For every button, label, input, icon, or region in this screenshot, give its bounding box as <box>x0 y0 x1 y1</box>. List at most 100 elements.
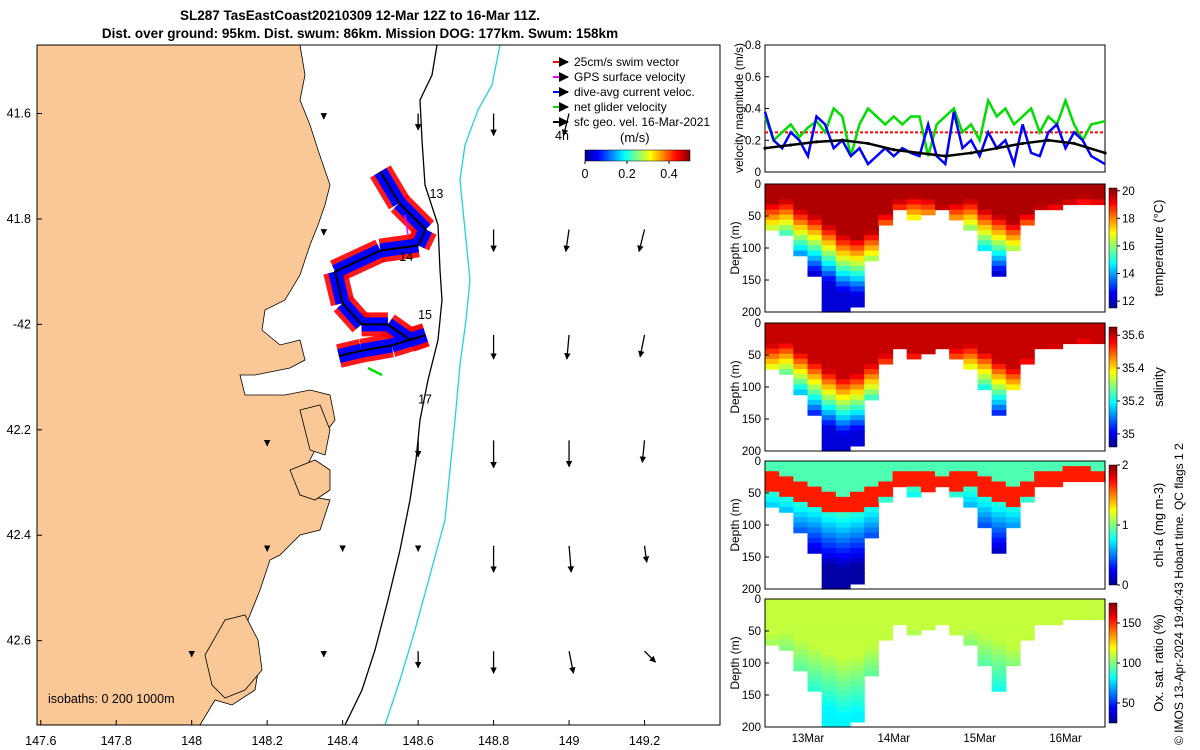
section-cell <box>807 230 823 236</box>
section-cell <box>864 235 879 241</box>
section-cell <box>878 209 894 216</box>
velocity-point <box>840 138 844 142</box>
section-cell <box>864 204 879 211</box>
section-cell <box>835 306 851 313</box>
map-x-axis: 147.6 147.8 148 148.2 148.4 148.6 148.8 149 149.… <box>25 720 660 748</box>
section-cell <box>920 599 936 605</box>
section-cell <box>807 486 823 493</box>
section-cell <box>1005 461 1021 467</box>
section-cell <box>920 348 936 355</box>
section-cell <box>892 599 908 605</box>
section-cell <box>977 358 993 365</box>
section-cell <box>878 219 894 226</box>
section-cell <box>835 563 851 570</box>
section-cell <box>977 501 993 508</box>
section-cell <box>793 230 809 236</box>
section-cell <box>864 496 879 503</box>
section-cell <box>963 619 979 626</box>
section-cell <box>821 415 837 421</box>
section-cell <box>821 578 837 585</box>
section-cell <box>1005 338 1021 345</box>
section-cell <box>807 194 823 200</box>
section-cell <box>878 629 894 636</box>
section-cell <box>963 496 979 503</box>
section-cell <box>850 655 865 662</box>
section-cell <box>821 476 837 483</box>
section-cell <box>835 260 851 267</box>
section-cell <box>878 323 894 329</box>
legend-label: net glider velocity <box>574 100 667 114</box>
section-cell <box>864 214 879 221</box>
section-cell <box>821 276 837 282</box>
section-cell <box>807 189 823 195</box>
section-cell <box>765 328 780 334</box>
section-cell <box>821 496 837 503</box>
section-cell <box>821 583 837 590</box>
section-cell <box>892 199 908 206</box>
section-cell <box>807 245 823 252</box>
section-cell <box>850 440 865 447</box>
section-cell <box>821 445 837 452</box>
section-cell <box>935 194 950 200</box>
section-cell <box>807 629 823 636</box>
map-y-tick-label: 42.4 <box>7 528 31 542</box>
section-ylabel: Depth (m) <box>728 360 742 413</box>
section-cell <box>850 415 865 421</box>
section-y-tick-label: 100 <box>742 658 761 670</box>
section-cell <box>779 328 794 334</box>
section-cell <box>821 527 837 534</box>
section-cell <box>878 619 894 626</box>
section-cell <box>793 466 809 472</box>
section-cell <box>1020 194 1035 200</box>
section-cell <box>1034 204 1049 211</box>
section-y-tick-label: 200 <box>742 446 761 458</box>
colorbar-tick-label: 0.4 <box>660 167 677 181</box>
section-cell <box>864 481 879 488</box>
section-cell <box>1048 338 1064 345</box>
section-cell <box>793 384 809 391</box>
section-cell <box>835 240 851 247</box>
section-cell <box>835 496 851 503</box>
section-cell <box>793 250 809 257</box>
section-cell <box>991 665 1007 672</box>
section-cell <box>807 619 823 626</box>
section-cell <box>1005 481 1021 488</box>
section-cell <box>991 634 1007 641</box>
section-cell <box>793 194 809 200</box>
section-cell <box>850 214 865 221</box>
section-cell <box>977 224 993 231</box>
section-cell <box>850 404 865 411</box>
section-cell <box>977 199 993 206</box>
section-cell <box>1090 194 1106 200</box>
section-cell <box>1076 609 1092 615</box>
section-cell <box>821 265 837 272</box>
section-cell <box>991 384 1007 391</box>
section-cell <box>991 235 1007 241</box>
section-cell <box>864 619 879 626</box>
legend-label: 25cm/s swim vector <box>574 55 679 69</box>
section-cell <box>920 486 936 493</box>
section-cell <box>835 501 851 508</box>
section-cell <box>1005 358 1021 365</box>
section-cell <box>963 199 979 206</box>
section-cell <box>864 466 879 472</box>
section-y-tick-label: 50 <box>748 350 761 362</box>
section-cell <box>1005 384 1021 391</box>
section-cell <box>835 255 851 262</box>
section-cell <box>835 645 851 651</box>
section-cell <box>1062 194 1078 200</box>
section-cell <box>1090 604 1106 610</box>
velocity-point <box>866 141 870 146</box>
section-cell <box>779 204 794 211</box>
section-cell <box>1005 374 1021 380</box>
section-cell <box>1048 343 1064 350</box>
section-cell <box>850 194 865 200</box>
section-cell <box>963 599 979 605</box>
section-cell <box>793 496 809 503</box>
section-cell <box>850 471 865 477</box>
section-cell <box>779 184 794 190</box>
section-cell <box>977 614 993 621</box>
section-cell <box>864 650 879 656</box>
section-cell <box>821 194 837 200</box>
section-cell <box>949 323 964 329</box>
